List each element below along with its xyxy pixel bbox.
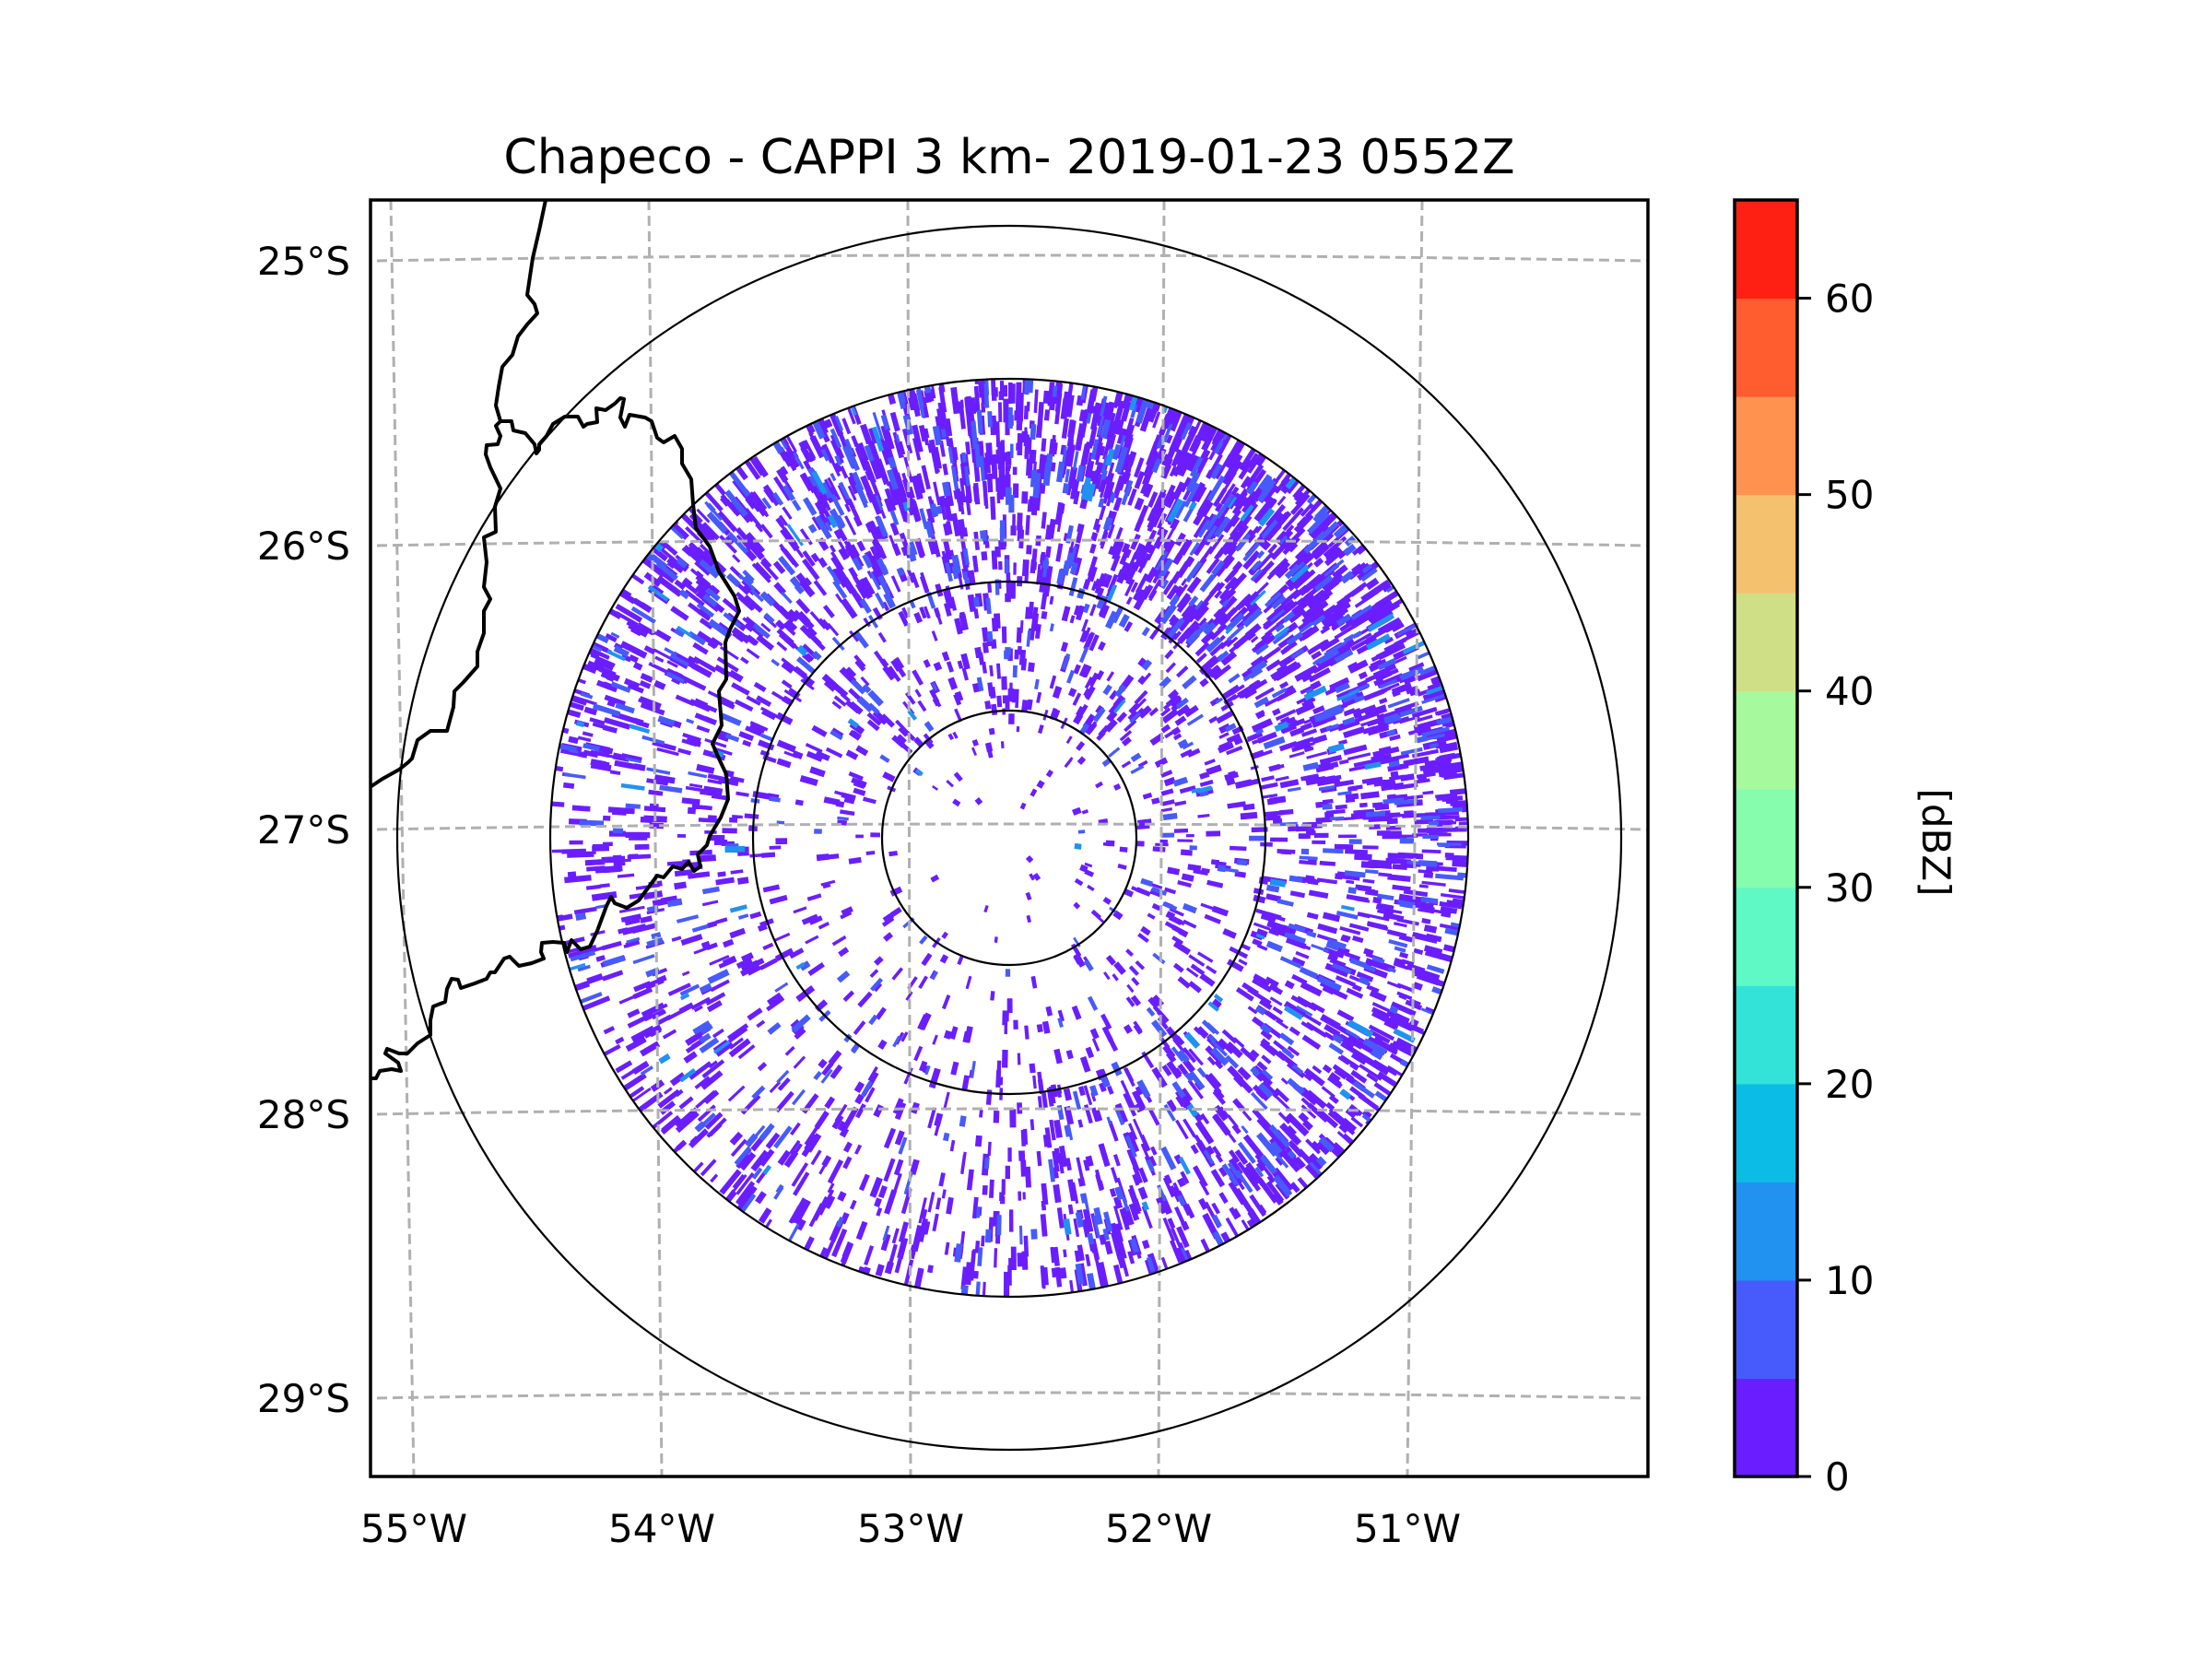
colorbar-bin (1735, 1279, 1797, 1379)
range-ring (548, 377, 1470, 1299)
colorbar-bin (1735, 200, 1797, 300)
colorbar-bin (1735, 789, 1797, 888)
colorbar-label: [dBZ] (1913, 788, 1959, 896)
colorbar-bin (1735, 887, 1797, 986)
x-tick-label: 54°W (608, 1506, 715, 1551)
colorbar-ticks: 0 10 20 30 40 50 60 (1797, 276, 1874, 1500)
colorbar-bin (1735, 494, 1797, 594)
x-tick-label: 52°W (1105, 1506, 1212, 1551)
meridian-gridline (647, 200, 664, 1477)
x-tick-label: 51°W (1354, 1506, 1461, 1551)
y-axis-ticks: 25°S 26°S 27°S 28°S 29°S (257, 239, 350, 1421)
parallel-gridline (371, 538, 1648, 547)
map-plot-area (371, 200, 1648, 1477)
chart-title: Chapeco - CAPPI 3 km- 2019-01-23 0552Z (503, 130, 1514, 185)
x-axis-ticks: 55°W 54°W 53°W 52°W 51°W (360, 1506, 1461, 1551)
meridian-gridline (1157, 200, 1166, 1477)
y-tick-label: 26°S (257, 524, 350, 569)
range-rings (395, 224, 1623, 1452)
colorbar-bin (1735, 396, 1797, 496)
meridian-gridline (389, 200, 416, 1477)
graticule (371, 200, 1648, 1477)
colorbar-bin (1735, 1182, 1797, 1281)
range-ring (751, 580, 1267, 1096)
colorbar-tick-label: 20 (1825, 1062, 1874, 1107)
x-tick-label: 53°W (857, 1506, 964, 1551)
border-line-argentina-brazil (371, 396, 741, 1081)
colorbar-bin (1735, 298, 1797, 397)
y-tick-label: 25°S (257, 239, 350, 284)
x-tick-label: 55°W (360, 1506, 467, 1551)
colorbar-tick-label: 0 (1825, 1454, 1850, 1500)
colorbar-tick-label: 50 (1825, 473, 1874, 518)
colorbar-bin (1735, 593, 1797, 692)
colorbar-tick-label: 10 (1825, 1258, 1874, 1303)
colorbar-tick-label: 30 (1825, 865, 1874, 911)
range-ring (880, 709, 1138, 967)
y-tick-label: 27°S (257, 807, 350, 853)
parallel-gridline (371, 822, 1648, 831)
colorbar-bin (1735, 690, 1797, 790)
colorbar-bin (1735, 985, 1797, 1085)
reflectivity-echo-layer (550, 379, 1468, 1297)
range-ring (395, 224, 1623, 1452)
colorbar-bin (1735, 1083, 1797, 1182)
parallel-gridline (371, 1107, 1648, 1116)
y-tick-label: 29°S (257, 1376, 350, 1421)
colorbar-bins (1735, 200, 1797, 1477)
meridian-gridline (1406, 200, 1424, 1477)
colorbar: 0 10 20 30 40 50 60 [dBZ] (1733, 198, 1959, 1500)
colorbar-frame (1733, 198, 1799, 1478)
colorbar-tick-label: 60 (1825, 276, 1874, 322)
parallel-gridline (371, 253, 1648, 263)
colorbar-tick-label: 40 (1825, 669, 1874, 714)
parallel-gridline (371, 1391, 1648, 1400)
colorbar-bin (1735, 1378, 1797, 1477)
meridian-gridline (906, 200, 912, 1477)
y-tick-label: 28°S (257, 1092, 350, 1137)
plot-frame (369, 198, 1650, 1478)
